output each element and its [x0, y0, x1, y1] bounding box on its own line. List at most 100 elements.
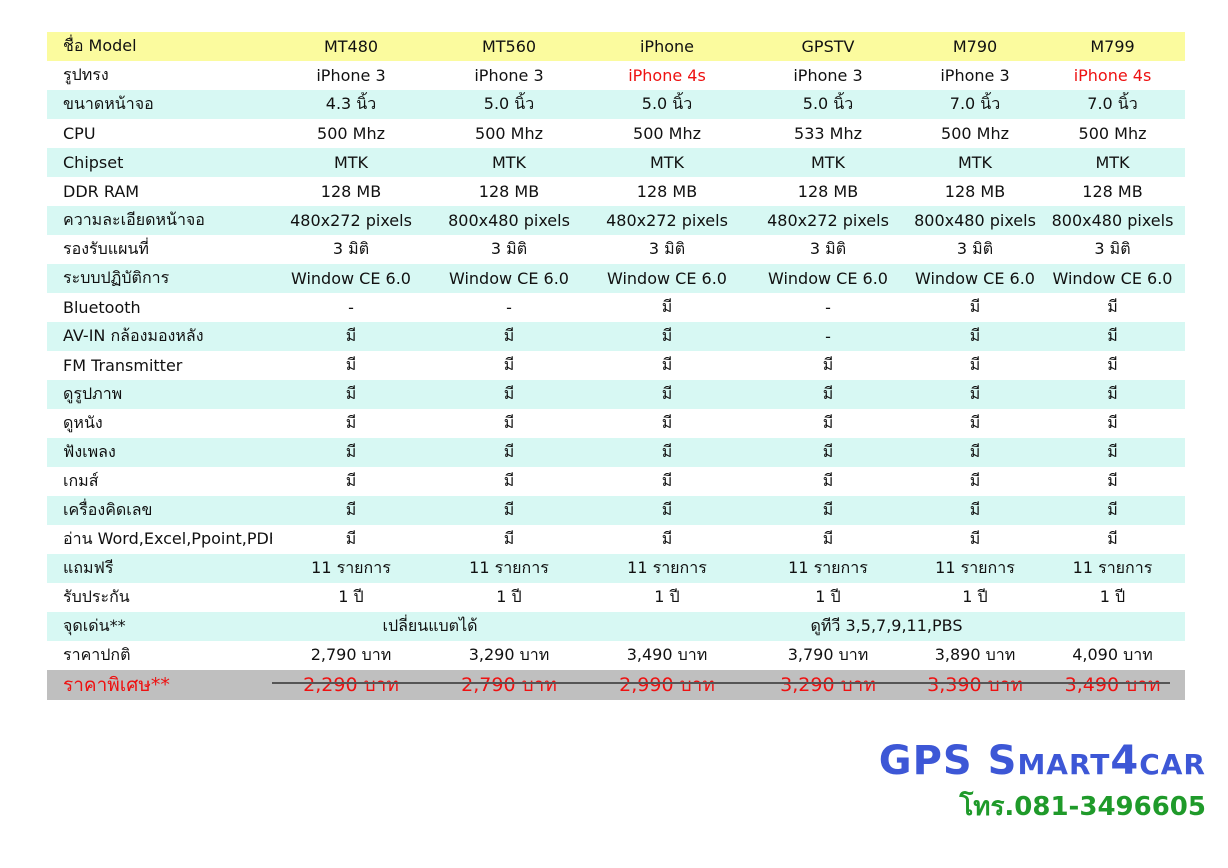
table-cell: 3 มิติ	[588, 235, 746, 264]
table-cell: มี	[588, 467, 746, 496]
table-cell: มี	[430, 438, 588, 467]
row-label: Bluetooth	[47, 293, 272, 322]
table-cell: MTK	[1040, 148, 1185, 177]
table-cell: มี	[272, 322, 430, 351]
row-label: รองรับแผนที่	[47, 235, 272, 264]
table-cell: iPhone 3	[910, 61, 1040, 90]
table-cell: Window CE 6.0	[746, 264, 910, 293]
table-row: เครื่องคิดเลข มี มี มี มี มี มี	[47, 496, 1185, 525]
table-cell: มี	[910, 467, 1040, 496]
table-cell: มี	[588, 293, 746, 322]
table-cell: 1 ปี	[272, 583, 430, 612]
table-cell: มี	[588, 380, 746, 409]
table-cell: มี	[430, 380, 588, 409]
table-cell: 1 ปี	[746, 583, 910, 612]
table-cell: 500 Mhz	[272, 119, 430, 148]
table-cell: 5.0 นิ้ว	[746, 90, 910, 119]
table-cell: 11 รายการ	[910, 554, 1040, 583]
table-cell: มี	[1040, 380, 1185, 409]
table-cell: มี	[910, 438, 1040, 467]
table-cell: 128 MB	[1040, 177, 1185, 206]
table-cell: มี	[746, 438, 910, 467]
table-cell: มี	[430, 409, 588, 438]
table-cell: มี	[910, 409, 1040, 438]
table-cell: iPhone 3	[272, 61, 430, 90]
table-cell: 500 Mhz	[1040, 119, 1185, 148]
table-cell: MTK	[430, 148, 588, 177]
table-cell: 3 มิติ	[1040, 235, 1185, 264]
table-cell: 11 รายการ	[430, 554, 588, 583]
highlight-battery: เปลี่ยนแบตได้	[272, 612, 588, 641]
row-label: ดูหนัง	[47, 409, 272, 438]
table-cell: -	[746, 293, 910, 322]
regular-price-cell: 3,290 บาท	[430, 641, 588, 670]
table-row: ระบบปฏิบัติการ Window CE 6.0 Window CE 6.0…	[47, 264, 1185, 293]
table-row: แถมฟรี 11 รายการ 11 รายการ 11 รายการ 11 รายก…	[47, 554, 1185, 583]
table-cell: มี	[1040, 322, 1185, 351]
table-cell: Window CE 6.0	[588, 264, 746, 293]
table-cell: มี	[1040, 496, 1185, 525]
table-row: Bluetooth - - มี - มี มี	[47, 293, 1185, 322]
table-cell: มี	[272, 409, 430, 438]
table-cell: มี	[1040, 409, 1185, 438]
special-price-cell: 3,490 บาท	[1040, 670, 1185, 700]
table-cell: 11 รายการ	[746, 554, 910, 583]
table-cell: 128 MB	[430, 177, 588, 206]
table-row-regular-price: ราคาปกติ 2,790 บาท 3,290 บาท 3,490 บาท 3,790…	[47, 641, 1185, 670]
row-label: ระบบปฏิบัติการ	[47, 264, 272, 293]
row-label: FM Transmitter	[47, 351, 272, 380]
row-label: CPU	[47, 119, 272, 148]
table-cell: มี	[746, 496, 910, 525]
table-cell: iPhone 3	[746, 61, 910, 90]
table-cell: Window CE 6.0	[272, 264, 430, 293]
row-label: ความละเอียดหน้าจอ	[47, 206, 272, 235]
row-label: ดูรูปภาพ	[47, 380, 272, 409]
table-cell: มี	[430, 467, 588, 496]
table-cell: มี	[910, 380, 1040, 409]
row-label: รูปทรง	[47, 61, 272, 90]
table-cell: 1 ปี	[430, 583, 588, 612]
row-label: Chipset	[47, 148, 272, 177]
table-row: เกมส์ มี มี มี มี มี มี	[47, 467, 1185, 496]
table-cell: iPhone 4s	[1040, 61, 1185, 90]
phone-number: โทร.081-3496605	[959, 792, 1206, 822]
table-cell: มี	[430, 351, 588, 380]
table-row: FM Transmitter มี มี มี มี มี มี	[47, 351, 1185, 380]
table-row-header: ชื่อ Model MT480 MT560 iPhone GPSTV M790…	[47, 32, 1185, 61]
table-cell: 800x480 pixels	[430, 206, 588, 235]
regular-price-cell: 3,790 บาท	[746, 641, 910, 670]
table-cell: มี	[430, 322, 588, 351]
table-cell: มี	[430, 525, 588, 554]
table-row-special-price: ราคาพิเศษ** 2,290 บาท 2,790 บาท 2,990 บาท 3,…	[47, 670, 1185, 700]
brand-logo-text: GPS Smart4car	[878, 738, 1206, 784]
table-cell: มี	[272, 351, 430, 380]
special-price-cell: 2,790 บาท	[430, 670, 588, 700]
model-m799: M799	[1040, 32, 1185, 61]
table-cell: 11 รายการ	[272, 554, 430, 583]
table-cell: มี	[746, 467, 910, 496]
table-cell: 4.3 นิ้ว	[272, 90, 430, 119]
table-cell: มี	[1040, 467, 1185, 496]
table-cell: มี	[272, 525, 430, 554]
table-cell: 5.0 นิ้ว	[430, 90, 588, 119]
special-price-cell: 3,390 บาท	[910, 670, 1040, 700]
table-cell: -	[272, 293, 430, 322]
table-row: ดูหนัง มี มี มี มี มี มี	[47, 409, 1185, 438]
table-cell: 1 ปี	[588, 583, 746, 612]
table-row: Chipset MTK MTK MTK MTK MTK MTK	[47, 148, 1185, 177]
table-cell: MTK	[272, 148, 430, 177]
table-row-highlight: จุดเด่น** เปลี่ยนแบตได้ ดูทีวี 3,5,7,9,11,…	[47, 612, 1185, 641]
row-label: จุดเด่น**	[47, 612, 272, 641]
table-cell: 500 Mhz	[588, 119, 746, 148]
table-cell: มี	[588, 322, 746, 351]
table-cell: มี	[272, 467, 430, 496]
table-cell: มี	[746, 351, 910, 380]
table-cell: 480x272 pixels	[272, 206, 430, 235]
table-cell: มี	[272, 496, 430, 525]
table-row: AV-IN กล้องมองหลัง มี มี มี - มี มี	[47, 322, 1185, 351]
table-cell: 533 Mhz	[746, 119, 910, 148]
table-cell: มี	[1040, 293, 1185, 322]
row-label: DDR RAM	[47, 177, 272, 206]
table-cell: Window CE 6.0	[910, 264, 1040, 293]
table-cell: มี	[588, 525, 746, 554]
